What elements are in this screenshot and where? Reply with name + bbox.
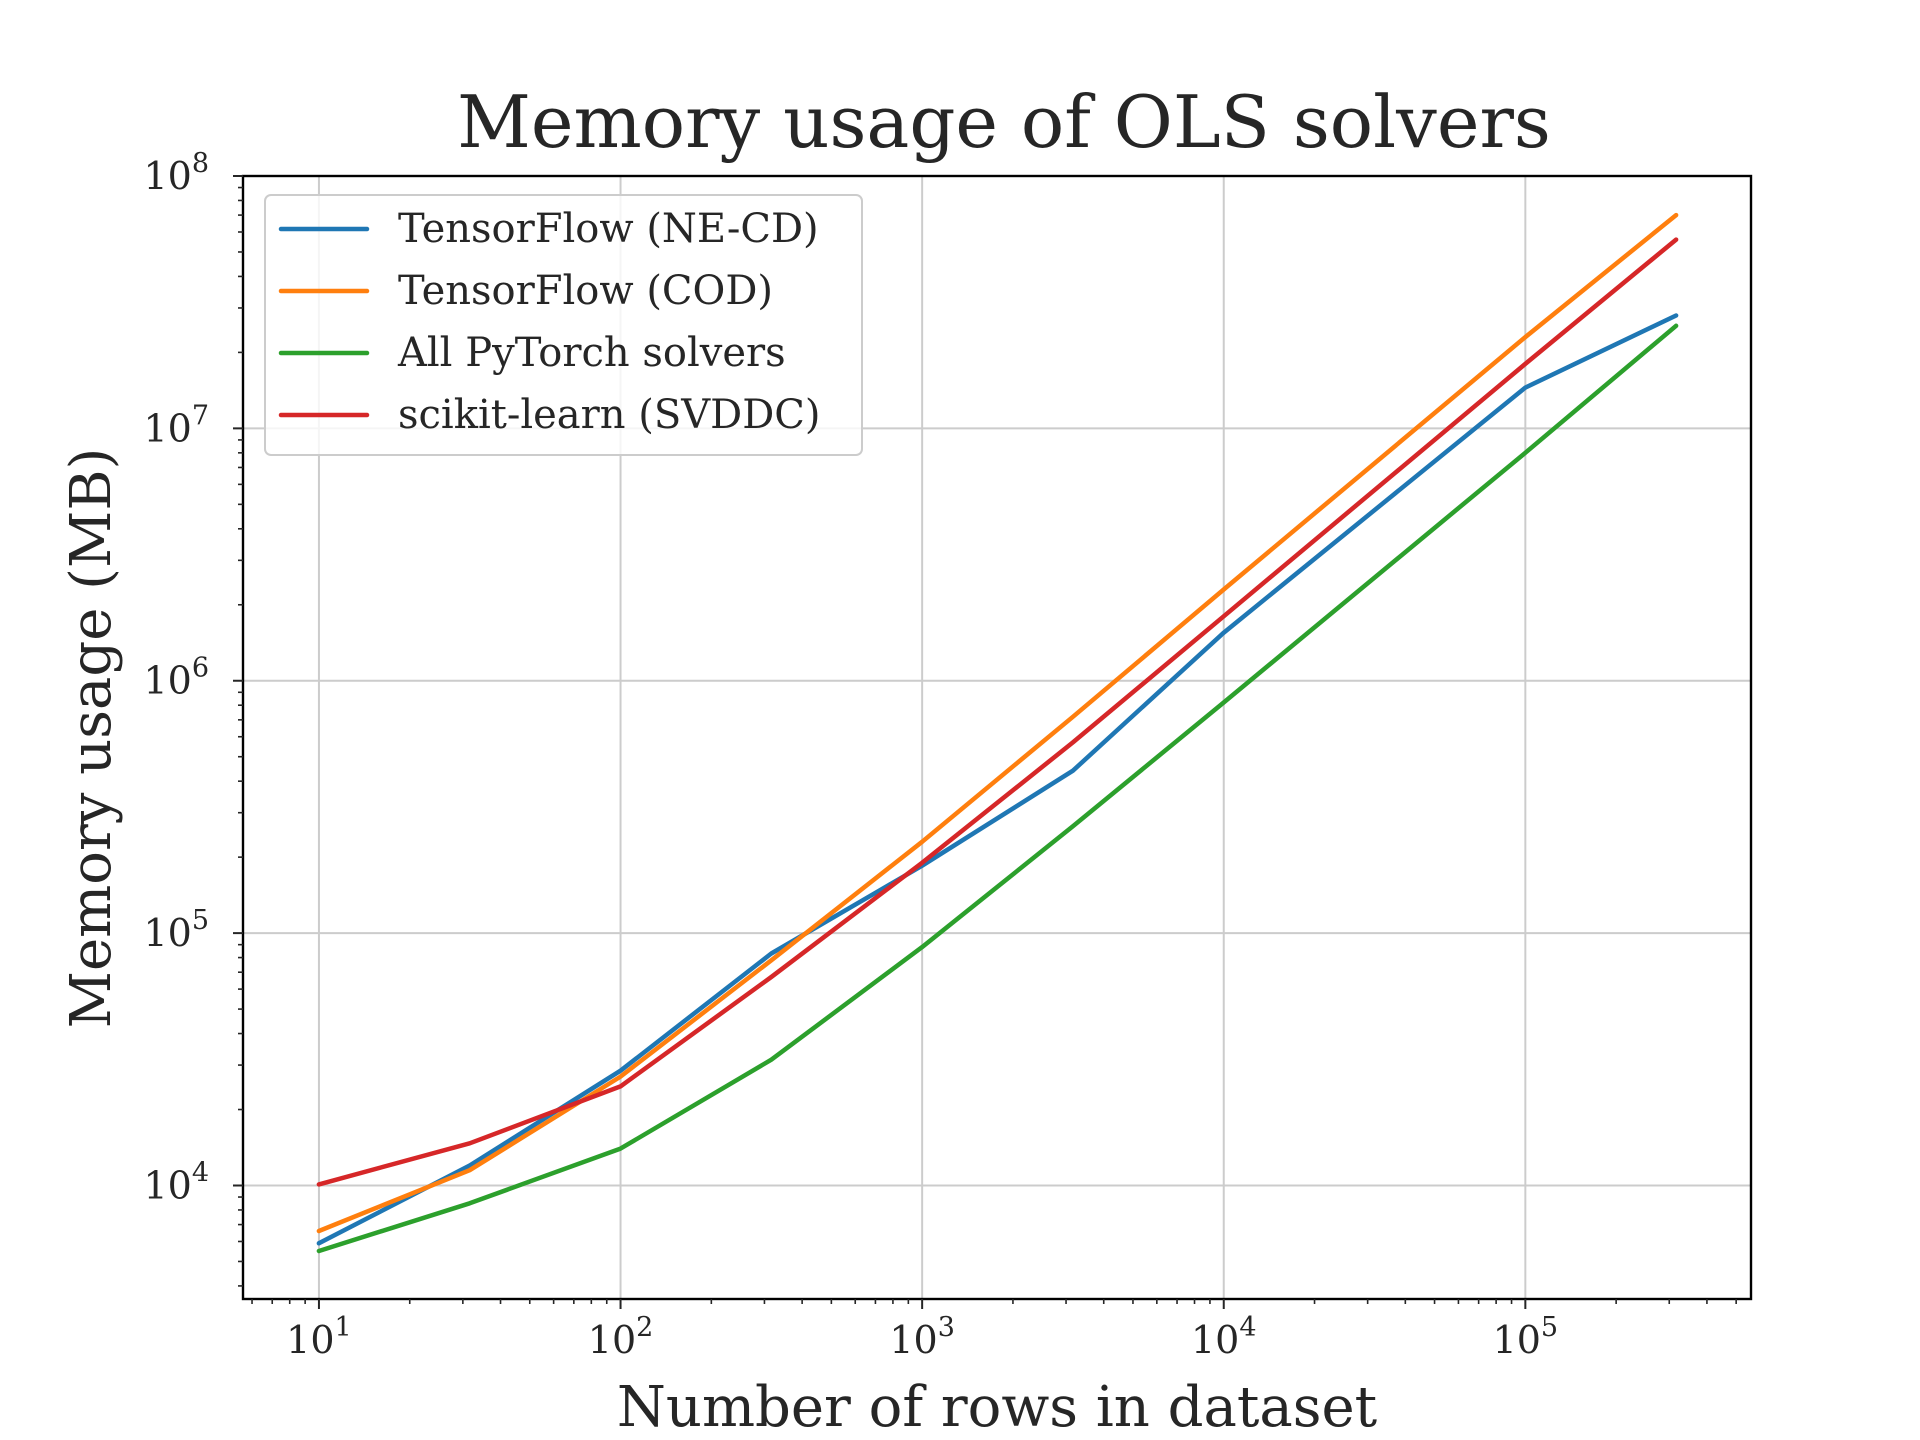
y-tick-label: 105 xyxy=(143,905,209,955)
legend-box xyxy=(264,194,863,456)
x-tick-label: 104 xyxy=(1191,1312,1257,1362)
x-tick-label: 103 xyxy=(889,1312,955,1362)
x-tick-label: 101 xyxy=(286,1312,352,1362)
series-line-1 xyxy=(316,313,1679,1246)
x-axis-label: Number of rows in dataset xyxy=(617,1375,1378,1440)
legend-label: scikit-learn (SVDDC) xyxy=(398,392,821,438)
x-tick-label: 105 xyxy=(1493,1312,1559,1362)
y-tick-label: 104 xyxy=(143,1157,209,1207)
legend-label: TensorFlow (COD) xyxy=(398,268,773,314)
legend-label: All PyTorch solvers xyxy=(397,330,786,376)
chart-title: Memory usage of OLS solvers xyxy=(457,80,1551,164)
legend-label: TensorFlow (NE-CD) xyxy=(398,206,819,252)
series-line-4 xyxy=(316,237,1679,1187)
y-tick-label: 107 xyxy=(143,400,209,450)
series-line-3 xyxy=(316,323,1679,1254)
series-lines xyxy=(316,212,1679,1254)
axis-ticks: 101 102 103 104 105 104 105 106 107 108 xyxy=(143,148,1737,1362)
legend: TensorFlow (NE-CD) TensorFlow (COD) All Py… xyxy=(264,194,863,456)
x-tick-label: 102 xyxy=(588,1312,654,1362)
y-axis-label: Memory usage (MB) xyxy=(59,448,124,1029)
y-tick-label: 106 xyxy=(143,653,209,703)
y-tick-label: 108 xyxy=(143,148,209,198)
series-line-2 xyxy=(316,212,1679,1234)
